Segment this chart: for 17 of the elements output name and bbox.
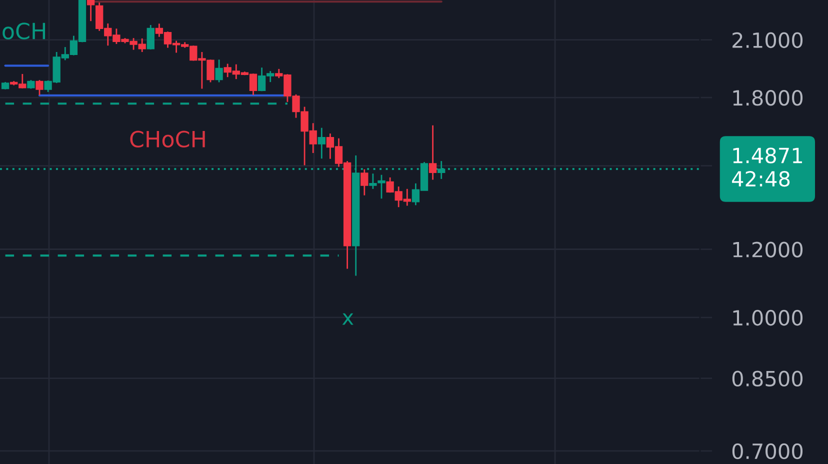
y-tick-label: 2.1000 [732, 32, 803, 48]
y-tick-label: 0.7000 [732, 443, 803, 460]
ref-line-label: 1.4871 42:48 [732, 148, 802, 187]
y-tick-label: 1.0000 [733, 310, 803, 326]
y-tick-label: 1.2000 [733, 242, 803, 258]
annotation: x [342, 313, 354, 325]
y-tick-label: 1.8000 [733, 90, 803, 106]
candlestick [360, 168, 368, 196]
candlestick [36, 79, 44, 96]
candlestick [215, 58, 223, 83]
candlestick [86, 0, 95, 22]
y-tick-label: 0.8500 [732, 370, 803, 387]
annotation: oCH [2, 22, 46, 40]
annotation: CHoCH [130, 130, 205, 148]
candlestick [428, 124, 437, 180]
candlestick [146, 24, 154, 50]
candlestick [318, 127, 326, 160]
